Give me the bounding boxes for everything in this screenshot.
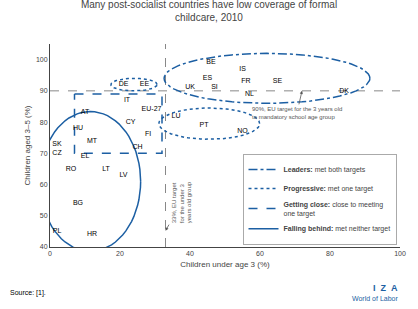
svg-text:NL: NL — [245, 90, 254, 97]
svg-text:0: 0 — [48, 250, 52, 257]
svg-text:MT: MT — [87, 137, 98, 144]
svg-text:IT: IT — [124, 96, 131, 103]
svg-text:EL: EL — [81, 152, 90, 159]
svg-text:RO: RO — [66, 165, 77, 172]
svg-text:20: 20 — [116, 250, 124, 257]
svg-text:SK: SK — [52, 140, 62, 147]
svg-text:DK: DK — [339, 87, 349, 94]
svg-text:HU: HU — [73, 124, 83, 131]
svg-text:80: 80 — [40, 119, 48, 126]
svg-text:HR: HR — [87, 230, 97, 237]
svg-text:40: 40 — [186, 250, 194, 257]
svg-text:BG: BG — [73, 199, 83, 206]
svg-text:SI: SI — [211, 83, 218, 90]
svg-text:PL: PL — [53, 227, 62, 234]
svg-text:ES: ES — [203, 74, 213, 81]
svg-text:PT: PT — [200, 121, 210, 128]
svg-text:70: 70 — [40, 150, 48, 157]
svg-text:Children under age 3 (%): Children under age 3 (%) — [180, 260, 270, 269]
svg-text:EE: EE — [140, 80, 150, 87]
svg-text:60: 60 — [40, 181, 48, 188]
svg-text:Falling behind: met neither ta: Falling behind: met neither target — [284, 225, 391, 233]
svg-text:CY: CY — [126, 118, 136, 125]
svg-text:LV: LV — [119, 171, 127, 178]
svg-text:LU: LU — [172, 112, 181, 119]
svg-text:90: 90 — [40, 87, 48, 94]
svg-text:IS: IS — [239, 65, 246, 72]
svg-text:60: 60 — [256, 250, 264, 257]
svg-text:80: 80 — [326, 250, 334, 257]
svg-text:BE: BE — [206, 58, 216, 65]
svg-text:50: 50 — [40, 212, 48, 219]
svg-text:Children aged 3–5 (%): Children aged 3–5 (%) — [23, 105, 32, 185]
svg-text:Many post-socialist countries: Many post-socialist countries have low c… — [81, 0, 337, 23]
svg-text:CH: CH — [132, 143, 142, 150]
svg-text:100: 100 — [36, 56, 48, 63]
svg-text:CZ: CZ — [52, 149, 62, 156]
svg-text:EU-27: EU-27 — [142, 105, 162, 112]
svg-text:33%, EU targetfor the under 3y: 33%, EU targetfor the under 3years old g… — [171, 181, 193, 223]
svg-text:40: 40 — [40, 243, 48, 250]
svg-text:FI: FI — [145, 130, 151, 137]
svg-text:100: 100 — [394, 250, 406, 257]
svg-text:SE: SE — [273, 77, 283, 84]
svg-text:I Z A: I Z A — [373, 283, 398, 293]
svg-text:90%, EU target for the 3 years: 90%, EU target for the 3 years oldto man… — [252, 106, 342, 120]
svg-text:Progressive: met one target: Progressive: met one target — [284, 185, 374, 193]
svg-text:AT: AT — [81, 108, 90, 115]
svg-text:NO: NO — [237, 127, 248, 134]
svg-text:LT: LT — [102, 165, 110, 172]
svg-text:World of Labor: World of Labor — [352, 295, 398, 302]
svg-text:DE: DE — [119, 80, 129, 87]
svg-text:UK: UK — [185, 83, 195, 90]
svg-text:Leaders: met both targets: Leaders: met both targets — [284, 166, 366, 174]
svg-text:Getting close: close to meetin: Getting close: close to meetingone targe… — [284, 201, 384, 218]
svg-text:FR: FR — [241, 77, 250, 84]
svg-text:Source: [1].: Source: [1]. — [10, 289, 46, 297]
